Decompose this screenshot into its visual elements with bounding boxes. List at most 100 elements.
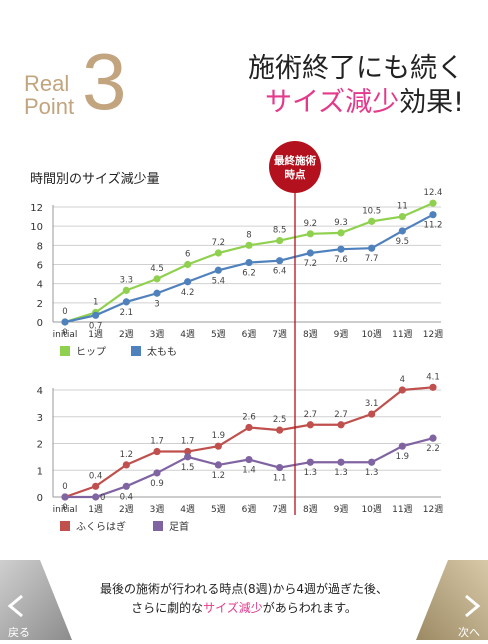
- data-label: 1.9: [396, 452, 410, 462]
- data-label: 3.3: [120, 275, 134, 285]
- data-point: [122, 298, 130, 306]
- data-point: [153, 447, 161, 456]
- y-tick-label: 3: [37, 413, 43, 424]
- data-label: 0: [62, 482, 67, 492]
- data-point: [214, 461, 222, 469]
- back-label: 戻る: [8, 626, 30, 639]
- headline-rest: 効果!: [399, 87, 464, 118]
- data-label: 1.4: [242, 466, 256, 476]
- legend-label: 足首: [169, 520, 189, 533]
- data-label: 6.2: [242, 269, 256, 279]
- data-point: [276, 463, 284, 472]
- x-tick-label: 12週: [423, 329, 443, 340]
- x-tick-label: 4週: [180, 329, 195, 340]
- data-point: [245, 423, 253, 432]
- data-point: [153, 275, 161, 283]
- data-point: [398, 386, 406, 394]
- data-label: 1.2: [120, 450, 134, 460]
- data-label: 2.7: [304, 410, 318, 420]
- data-point: [61, 493, 69, 501]
- back-button-shape: [0, 560, 72, 640]
- x-tick-label: 6週: [242, 504, 257, 515]
- data-label: 0: [62, 503, 67, 513]
- data-label: 2.5: [273, 415, 287, 425]
- data-label: 0: [62, 328, 67, 338]
- caption: 最後の施術が行われる時点(8週)から4週が過ぎた後、 さらに劇的なサイズ減少があ…: [80, 580, 408, 618]
- data-label: 7.2: [304, 259, 318, 269]
- data-label: 7.6: [334, 255, 348, 265]
- x-tick-label: 2週: [119, 329, 134, 340]
- caption-line2-post: があらわれます。: [262, 601, 357, 615]
- caption-line2-pre: さらに劇的な: [131, 601, 204, 615]
- data-label: 7.2: [212, 238, 226, 248]
- data-point: [92, 493, 100, 501]
- data-label: 1.7: [150, 437, 164, 447]
- data-point: [214, 442, 222, 450]
- x-tick-label: 11週: [392, 504, 412, 515]
- x-tick-label: 10週: [361, 504, 381, 515]
- marker-label-line1: 最終施術: [274, 154, 316, 167]
- data-point: [368, 217, 376, 225]
- data-label: 2.2: [426, 444, 440, 454]
- data-label: 1.9: [212, 431, 226, 441]
- data-point: [153, 469, 161, 477]
- data-label: 11: [397, 202, 408, 212]
- data-point: [398, 227, 406, 235]
- y-tick-label: 8: [37, 241, 43, 252]
- data-point: [306, 421, 314, 429]
- y-tick-label: 0: [37, 493, 43, 504]
- x-tick-label: 8週: [303, 504, 318, 515]
- y-tick-label: 6: [37, 261, 43, 272]
- marker-badge: [269, 141, 321, 193]
- data-label: 0: [62, 307, 67, 317]
- data-label: 1.5: [181, 463, 195, 473]
- data-label: 4.5: [150, 264, 164, 274]
- x-tick-label: 10週: [361, 329, 381, 340]
- headline-pink: サイズ減少: [264, 87, 400, 118]
- legend-label: ヒップ: [76, 346, 106, 358]
- y-tick-label: 4: [37, 280, 43, 291]
- data-point: [368, 458, 376, 466]
- x-tick-label: 5週: [211, 329, 226, 340]
- data-label: 1.3: [304, 468, 318, 478]
- data-label: 6: [185, 250, 190, 260]
- legend-swatch: [60, 346, 70, 356]
- headline-line2: サイズ減少効果!: [248, 86, 464, 120]
- data-point: [245, 455, 253, 464]
- legend-label: 太もも: [147, 345, 177, 358]
- data-point: [429, 211, 437, 219]
- data-point: [122, 461, 130, 469]
- data-point: [398, 442, 406, 450]
- x-tick-label: 11週: [392, 329, 412, 340]
- data-label: 2.6: [242, 412, 256, 422]
- back-button[interactable]: 戻る: [0, 560, 72, 640]
- data-label: 0.7: [89, 321, 103, 331]
- chart-title: 時間別のサイズ減少量: [30, 172, 160, 187]
- y-tick-label: 2: [37, 299, 43, 310]
- legend-swatch: [60, 521, 70, 531]
- data-label: 5.4: [212, 276, 226, 286]
- point-number: 3: [82, 37, 127, 126]
- data-label: 11.2: [424, 221, 443, 231]
- data-point: [429, 199, 437, 207]
- x-tick-label: 3週: [150, 329, 165, 340]
- x-tick-label: 9週: [334, 504, 349, 515]
- data-point: [153, 289, 161, 297]
- next-button[interactable]: 次へ: [416, 560, 488, 640]
- data-label: 8.5: [273, 226, 287, 236]
- x-tick-label: 7週: [272, 329, 287, 340]
- caption-line2-pink: サイズ減少: [203, 601, 263, 615]
- data-label: 3.1: [365, 399, 379, 409]
- data-point: [429, 434, 437, 442]
- legend-label: ふくらはぎ: [76, 520, 126, 533]
- data-label: 9.2: [304, 219, 318, 229]
- x-tick-label: 6週: [242, 329, 257, 340]
- caption-line2: さらに劇的なサイズ減少があらわれます。: [80, 599, 408, 618]
- chevron-left-icon: [7, 594, 23, 618]
- next-button-shape: [416, 560, 488, 640]
- data-point: [276, 236, 284, 245]
- y-tick-label: 1: [37, 466, 43, 477]
- chart-lower-calf-ankle: 0 1 2 3 4 initial 1週 2週 3週 4週 5週 6週 7週 8週 9週 10週 11週 12週 0…: [37, 372, 444, 533]
- data-label: 0.4: [89, 471, 103, 481]
